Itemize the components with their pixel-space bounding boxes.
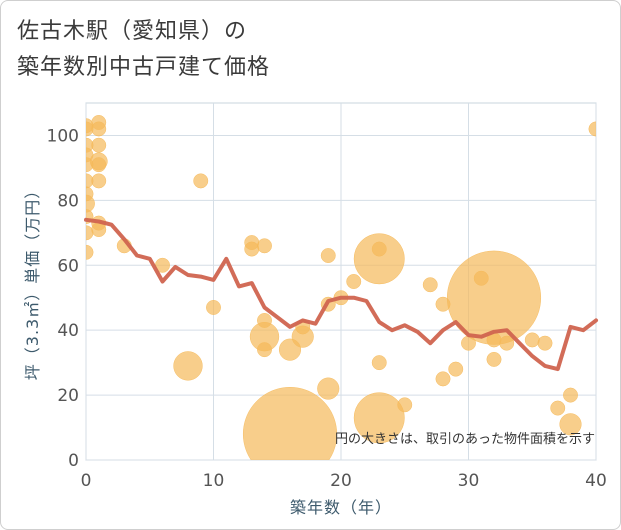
bubble-point bbox=[559, 413, 582, 436]
bubble-point bbox=[588, 121, 596, 137]
chart-title-line-1: 佐古木駅（愛知県）の bbox=[17, 19, 248, 44]
bubble-point bbox=[353, 392, 405, 444]
x-axis-title: 築年数（年） bbox=[290, 498, 392, 517]
bubble-point bbox=[291, 325, 314, 348]
bubble-point bbox=[524, 332, 540, 348]
bubble-point bbox=[550, 400, 566, 416]
bubble-point bbox=[86, 173, 94, 189]
y-tick-label: 40 bbox=[57, 321, 79, 341]
x-axis-ticks: 0 10 20 30 40 bbox=[81, 471, 607, 491]
y-tick-label: 100 bbox=[47, 126, 79, 146]
x-tick-label: 30 bbox=[458, 471, 480, 491]
bubble-point bbox=[242, 387, 338, 460]
chart-title: 佐古木駅（愛知県）の 築年数別中古戸建て価格 bbox=[17, 14, 577, 86]
x-tick-label: 40 bbox=[585, 471, 607, 491]
bubble-point bbox=[448, 361, 464, 377]
grid-lines bbox=[85, 103, 597, 461]
bubble-point bbox=[353, 233, 405, 285]
chart-title-line-2: 築年数別中古戸建て価格 bbox=[17, 55, 271, 80]
bubble-point bbox=[193, 173, 209, 189]
bubble-size-note: 円の大きさは、取引のあった物件面積を示す bbox=[335, 432, 595, 447]
bubble-point bbox=[257, 342, 272, 358]
bubble-point bbox=[206, 300, 221, 315]
x-tick-label: 10 bbox=[203, 471, 225, 491]
bubble-point bbox=[244, 241, 260, 257]
bubble-point bbox=[563, 387, 578, 403]
bubble-point bbox=[397, 397, 413, 413]
bubble-point bbox=[86, 118, 94, 134]
bubble-point bbox=[173, 351, 203, 381]
average-price-line bbox=[84, 217, 598, 372]
bubble-point bbox=[91, 121, 107, 137]
bubble-point bbox=[486, 351, 502, 367]
bubble-point bbox=[86, 244, 94, 260]
bubble-point bbox=[257, 238, 272, 254]
bubble-point bbox=[346, 274, 362, 289]
bubble-point bbox=[320, 248, 336, 263]
y-tick-label: 0 bbox=[68, 451, 79, 471]
y-tick-label: 60 bbox=[57, 256, 79, 276]
y-axis-title: 坪（3.3㎡）単価（万円） bbox=[23, 182, 42, 380]
y-tick-label: 80 bbox=[57, 191, 79, 211]
y-tick-label: 20 bbox=[57, 386, 79, 406]
bubble-point bbox=[422, 277, 438, 293]
x-tick-label: 0 bbox=[81, 471, 92, 491]
bubble-point bbox=[86, 225, 94, 241]
bubble-point bbox=[435, 371, 451, 387]
bubble-point bbox=[91, 137, 107, 153]
bubble-point bbox=[317, 377, 340, 400]
bubble-point bbox=[91, 173, 107, 189]
bubble-point bbox=[537, 335, 553, 351]
bubble-series bbox=[86, 115, 596, 460]
bubble-point bbox=[91, 157, 107, 173]
x-tick-label: 20 bbox=[330, 471, 352, 491]
y-axis-ticks: 0 20 40 60 80 100 bbox=[47, 126, 79, 471]
average-line-series bbox=[84, 217, 598, 372]
bubble-point bbox=[499, 335, 515, 351]
bubble-point bbox=[371, 355, 387, 371]
